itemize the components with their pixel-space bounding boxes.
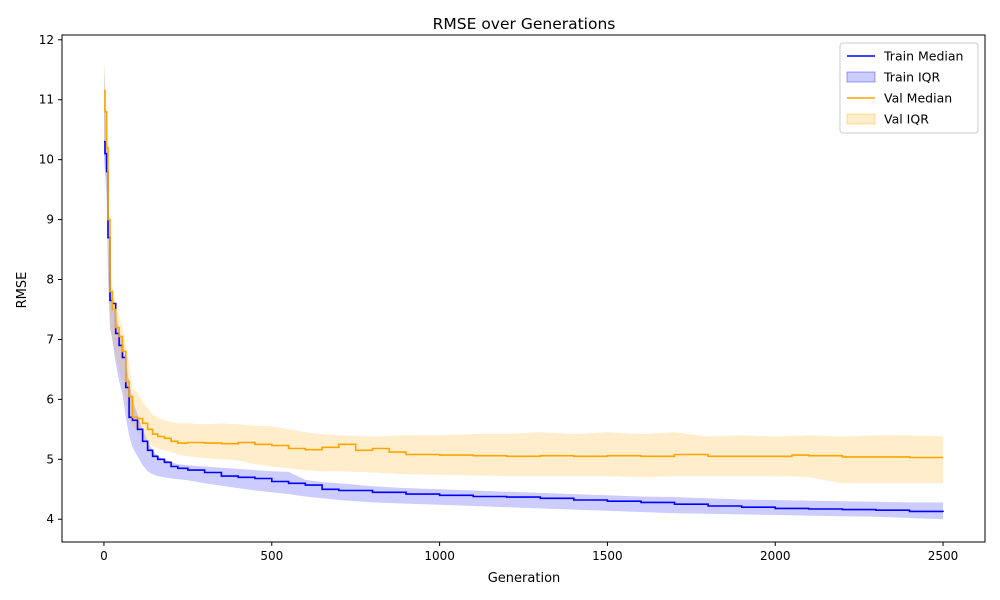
y-tick-label: 11: [39, 93, 54, 107]
iqr-bands: [104, 57, 943, 520]
y-axis: 4 5 6 7 8 9 10 11 12: [39, 33, 62, 526]
val-iqr-band: [104, 57, 943, 484]
y-axis-label: RMSE: [15, 272, 30, 309]
y-tick-label: 9: [46, 213, 54, 227]
chart-title: RMSE over Generations: [433, 15, 616, 33]
y-tick-label: 7: [46, 332, 54, 346]
median-lines: [104, 89, 944, 513]
val-median-line: [104, 89, 943, 459]
x-tick-label: 0: [100, 549, 108, 563]
val-iqr-legend-label: Val IQR: [884, 112, 929, 127]
x-axis: 0 500 1000 1500 2000 2500: [100, 542, 958, 563]
x-tick-label: 500: [260, 549, 283, 563]
train-iqr-band: [104, 63, 943, 520]
train-median-legend-label: Train Median: [883, 49, 963, 64]
x-tick-label: 2000: [760, 549, 791, 563]
x-tick-label: 2500: [928, 549, 959, 563]
plot-frame: [61, 34, 986, 543]
legend: Train Median Train IQR Val Median Val IQR: [839, 42, 979, 134]
y-tick-label: 10: [39, 153, 54, 167]
val-iqr-legend-swatch: [846, 113, 876, 125]
x-axis-label: Generation: [488, 571, 561, 586]
y-tick-label: 6: [46, 392, 54, 406]
val-median-legend-label: Val Median: [884, 91, 952, 106]
y-tick-label: 4: [46, 512, 54, 526]
y-tick-label: 12: [39, 33, 54, 47]
plot-area: [104, 57, 944, 520]
x-tick-label: 1500: [592, 549, 623, 563]
y-tick-label: 5: [46, 452, 54, 466]
y-tick-label: 8: [46, 273, 54, 287]
x-tick-label: 1000: [424, 549, 455, 563]
train-median-line: [104, 140, 944, 513]
legend-box: [839, 42, 979, 134]
train-iqr-legend-label: Train IQR: [883, 70, 940, 85]
train-iqr-legend-swatch: [846, 71, 876, 83]
